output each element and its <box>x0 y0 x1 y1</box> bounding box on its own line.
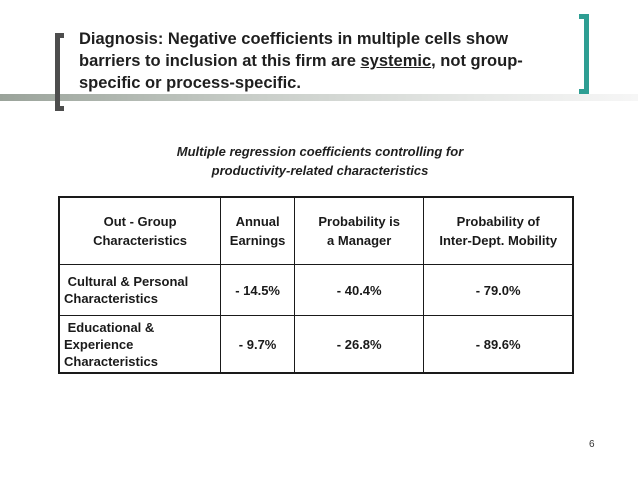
header-earnings-line2: Earnings <box>229 233 286 248</box>
row-label-line: Characteristics <box>64 353 158 369</box>
row-label-line: Characteristics <box>64 291 158 306</box>
header-manager-line1: Probability is <box>318 214 401 229</box>
slide-title: Diagnosis: Negative coefficients in mult… <box>79 28 569 94</box>
header-out-group: Out - Group Characteristics <box>58 196 222 265</box>
row-label-cultural: Cultural & Personal Characteristics <box>58 264 222 316</box>
cell-earnings: - 9.7% <box>220 315 296 374</box>
table-header-row: Out - Group Characteristics Annual Earni… <box>58 196 574 265</box>
cell-mobility: - 79.0% <box>423 264 574 316</box>
header-gray-bar <box>0 94 638 101</box>
row-label-line: Educational & <box>64 319 155 335</box>
table-caption: Multiple regression coefficients control… <box>140 142 500 180</box>
right-bracket-decoration <box>579 14 589 94</box>
table-row: Cultural & Personal Characteristics - 14… <box>58 264 574 316</box>
row-label-educational: Educational & Experience Characteristics <box>58 315 222 374</box>
row-label-line: Experience <box>64 336 134 352</box>
title-text-part1: Diagnosis: Negative coefficients in mult… <box>79 30 509 70</box>
regression-table: Out - Group Characteristics Annual Earni… <box>58 196 574 374</box>
header-earnings-line1: Annual <box>235 214 280 229</box>
header-manager-line2: a Manager <box>327 233 392 248</box>
table-row: Educational & Experience Characteristics… <box>58 315 574 374</box>
cell-manager: - 26.8% <box>294 315 425 374</box>
page-number: 6 <box>589 439 595 450</box>
header-out-group-line2: Characteristics <box>93 233 188 248</box>
title-text-part2: , not group-specific or process-specific… <box>79 52 523 92</box>
header-probability-mobility: Probability of Inter-Dept. Mobility <box>423 196 574 265</box>
header-annual-earnings: Annual Earnings <box>220 196 296 265</box>
caption-line-2: productivity-related characteristics <box>211 163 429 178</box>
header-mobility-line1: Probability of <box>456 214 540 229</box>
cell-earnings: - 14.5% <box>220 264 296 316</box>
header-probability-manager: Probability is a Manager <box>294 196 425 265</box>
header-mobility-line2: Inter-Dept. Mobility <box>439 233 558 248</box>
cell-manager: - 40.4% <box>294 264 425 316</box>
caption-line-1: Multiple regression coefficients control… <box>176 144 464 159</box>
title-underlined-word: systemic <box>360 52 432 70</box>
cell-mobility: - 89.6% <box>423 315 574 374</box>
header-out-group-line1: Out - Group <box>103 214 177 229</box>
row-label-line: Cultural & Personal <box>64 274 189 289</box>
left-bracket-decoration <box>55 33 64 111</box>
